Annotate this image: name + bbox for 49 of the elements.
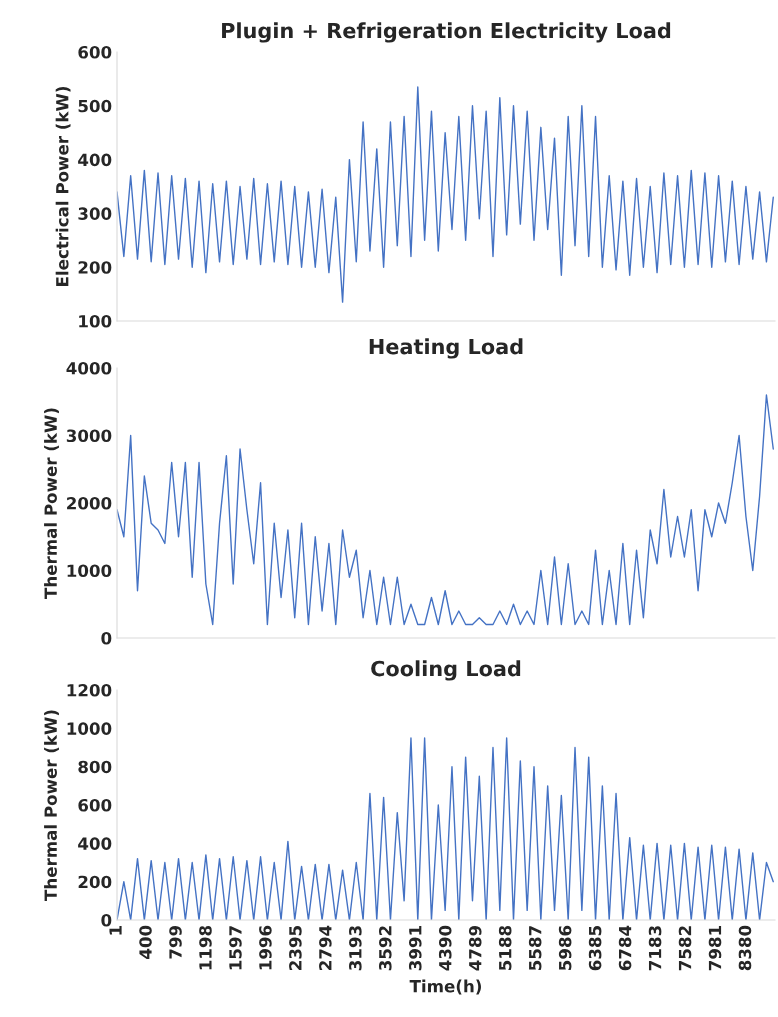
- y-tick-label: 300: [78, 207, 112, 220]
- x-tick-label: 5587: [528, 926, 542, 970]
- x-tick-label: 3592: [378, 926, 392, 971]
- x-tick-label: 6385: [588, 926, 602, 971]
- y-tick-label: 4000: [66, 361, 112, 375]
- y-tick-label: 800: [78, 760, 112, 774]
- y-tick-label: 400: [78, 153, 112, 167]
- y-tick-label: 2000: [67, 496, 112, 510]
- x-tick-label: 5986: [558, 925, 572, 970]
- y-tick-label: 200: [78, 261, 112, 274]
- y-axis-title: Thermal Power (kW): [44, 710, 59, 901]
- y-tick-label: 100: [79, 314, 112, 328]
- x-tick-label: 5188: [498, 925, 512, 970]
- x-tick-label: 3991: [408, 926, 422, 971]
- y-tick-label: 600: [78, 798, 112, 812]
- y-tick-label: 400: [78, 837, 112, 850]
- x-tick-label: 1597: [229, 926, 242, 970]
- x-tick-label: 1: [109, 926, 122, 935]
- line-series: [117, 86, 774, 303]
- y-tick-label: 600: [78, 45, 112, 59]
- x-tick-label: 4789: [468, 925, 482, 971]
- chart-title: Plugin + Refrigeration Electricity Load: [222, 22, 671, 43]
- x-tick-label: 4390: [438, 925, 452, 971]
- chart-title: Heating Load: [369, 338, 523, 359]
- x-axis-title: Time(h): [409, 979, 481, 995]
- x-tick-label: 7981: [708, 926, 722, 971]
- x-tick-label: 7582: [678, 926, 692, 971]
- x-tick-label: 1996: [259, 925, 272, 970]
- line-series: [117, 394, 774, 626]
- y-axis-title: Thermal Power (kW): [44, 408, 59, 599]
- x-tick-label: 799: [169, 925, 182, 959]
- x-tick-label: 2794: [319, 925, 332, 970]
- x-tick-label: 400: [139, 925, 152, 959]
- x-tick-label: 1198: [199, 925, 212, 970]
- x-tick-label: 2395: [289, 926, 302, 970]
- y-tick-label: 1000: [67, 564, 112, 578]
- x-tick-label: 7183: [648, 926, 662, 971]
- chart-title: Cooling Load: [371, 660, 521, 681]
- y-tick-label: 1200: [67, 683, 112, 697]
- y-tick-label: 1000: [67, 722, 112, 735]
- y-axis-title: Electrical Power (kW): [55, 86, 71, 286]
- x-tick-label: 3193: [349, 926, 362, 971]
- y-tick-label: 500: [78, 99, 112, 113]
- y-tick-label: 3000: [66, 429, 112, 443]
- y-tick-label: 200: [78, 875, 112, 889]
- x-tick-label: 8380: [738, 925, 752, 971]
- x-tick-label: 6784: [618, 925, 632, 971]
- y-tick-label: 0: [101, 913, 112, 927]
- y-tick-label: 0: [101, 631, 112, 645]
